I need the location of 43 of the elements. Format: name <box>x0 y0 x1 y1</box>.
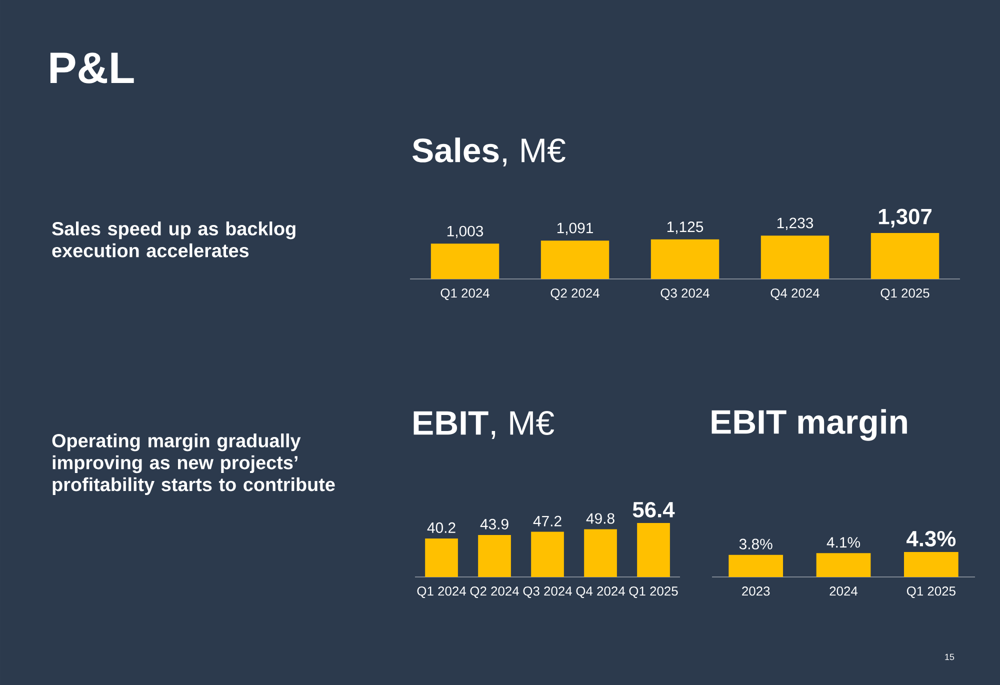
bar <box>478 534 511 577</box>
data-label: 56.4 <box>632 502 675 518</box>
data-label: 4.1% <box>826 537 860 548</box>
x-tick-label: Q1 2025 <box>880 288 930 300</box>
data-label: 1,307 <box>878 208 932 228</box>
bar <box>650 239 720 279</box>
text: P&L <box>50 52 134 84</box>
data-label: 1,091 <box>557 222 593 236</box>
data-label: 49.8 <box>586 513 614 524</box>
data-label: 1,003 <box>447 226 484 238</box>
x-tick-label: Q1 2025 <box>629 586 678 598</box>
x-tick-label: Q2 2024 <box>470 586 519 598</box>
text: Sales speed up as backlog execution accelerates <box>52 222 296 258</box>
x-tick-label: Q1 2025 <box>906 586 956 598</box>
bar <box>540 240 610 279</box>
bar <box>637 522 670 577</box>
bar <box>870 232 940 279</box>
x-tick-label: Q1 2024 <box>417 586 466 598</box>
data-label: 1,125 <box>667 222 704 234</box>
text: Operating margin gradually improving as new projects’ profitability starts to contribute <box>52 434 335 495</box>
x-tick-label: 2023 <box>742 586 770 596</box>
data-label: 3.8% <box>739 538 772 550</box>
bar <box>760 236 830 279</box>
data-label: 43.9 <box>480 518 508 530</box>
text: 15 <box>945 654 954 660</box>
bar <box>584 529 617 577</box>
x-tick-label: Q4 2024 <box>770 288 820 300</box>
x-tick-label: Q1 2024 <box>440 288 490 300</box>
data-label: 1,233 <box>777 218 814 230</box>
data-label: 4.3% <box>906 530 956 546</box>
x-tick-label: Q3 2024 <box>523 586 572 598</box>
chart-title: EBIT margin <box>712 409 907 441</box>
data-label: 40.2 <box>427 522 456 533</box>
x-tick-label: Q3 2024 <box>660 288 710 300</box>
chart-title: Sales, M€ <box>412 138 566 166</box>
bar <box>425 538 458 577</box>
x-tick-label: Q2 2024 <box>550 288 600 300</box>
bar <box>430 244 500 279</box>
x-tick-label: 2024 <box>830 586 858 596</box>
data-label: 47.2 <box>533 516 562 526</box>
chart-title: EBIT, M€ <box>414 410 554 439</box>
bar <box>531 532 564 577</box>
x-tick-label: Q4 2024 <box>576 586 625 598</box>
